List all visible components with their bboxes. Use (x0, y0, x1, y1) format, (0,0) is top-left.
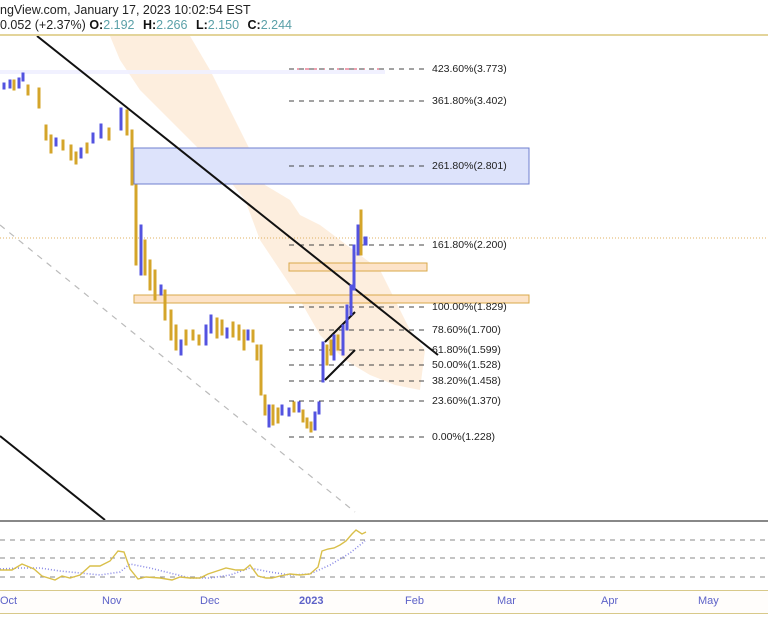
fib-lines (289, 68, 425, 438)
price-change: 0.052 (+2.37%) (0, 18, 86, 32)
close-value: 2.244 (260, 18, 292, 32)
candles (2, 72, 368, 433)
open-value: 2.192 (103, 18, 135, 32)
descending-trendline (36, 36, 439, 356)
price-chart[interactable] (0, 36, 768, 591)
high-value: 2.266 (156, 18, 188, 32)
fib-label-261: 261.80%(2.801) (432, 160, 507, 172)
ohlc-line: 0.052 (+2.37%) O:2.192 H:2.266 L:2.150 C… (0, 18, 297, 32)
channel-upper (324, 311, 356, 343)
open-label: O: (89, 18, 104, 32)
axis-label-apr: Apr (601, 595, 619, 607)
lower-trendline (0, 435, 106, 521)
demand-zone-lower (133, 294, 530, 304)
channel-lower (324, 349, 356, 381)
source-timestamp: ngView.com, January 17, 2023 10:02:54 ES… (0, 3, 251, 17)
rsi-pane (0, 529, 768, 581)
axis-label-oct: Oct (0, 595, 18, 607)
rsi-ma-line (0, 540, 366, 579)
axis-label-mar: Mar (497, 595, 516, 607)
low-value: 2.150 (207, 18, 240, 32)
fib-label-0: 0.00%(1.228) (432, 431, 496, 443)
pane-divider[interactable] (0, 520, 768, 522)
axis-label-nov: Nov (102, 595, 122, 607)
fib-label-61: 61.80%(1.599) (432, 344, 501, 356)
fib-label-23: 23.60%(1.370) (432, 395, 501, 407)
fib-label-423: 423.60%(3.773) (432, 63, 507, 75)
axis-label-feb: Feb (405, 595, 424, 607)
fib-label-161: 161.80%(2.200) (432, 239, 507, 251)
time-axis[interactable]: Oct Nov Dec 2023 Feb Mar Apr May (0, 591, 768, 613)
chart-header: ngView.com, January 17, 2023 10:02:54 ES… (0, 0, 768, 34)
high-label: H: (142, 18, 157, 32)
low-label: L: (195, 18, 208, 32)
axis-label-may: May (698, 595, 719, 607)
fib-label-50: 50.00%(1.528) (432, 359, 501, 371)
fib-label-78: 78.60%(1.700) (432, 324, 501, 336)
lower-channel-line (0, 224, 356, 513)
close-label: C: (247, 18, 261, 32)
cloud-shape (110, 36, 425, 390)
rsi-line (0, 529, 367, 581)
demand-zone-upper (288, 262, 428, 272)
fib-label-100: 100.00%(1.829) (432, 301, 507, 313)
axis-label-dec: Dec (200, 595, 220, 607)
header-border (0, 34, 768, 36)
fib-label-38: 38.20%(1.458) (432, 375, 501, 387)
axis-label-2023: 2023 (299, 595, 324, 607)
fib-label-361: 361.80%(3.402) (432, 95, 507, 107)
